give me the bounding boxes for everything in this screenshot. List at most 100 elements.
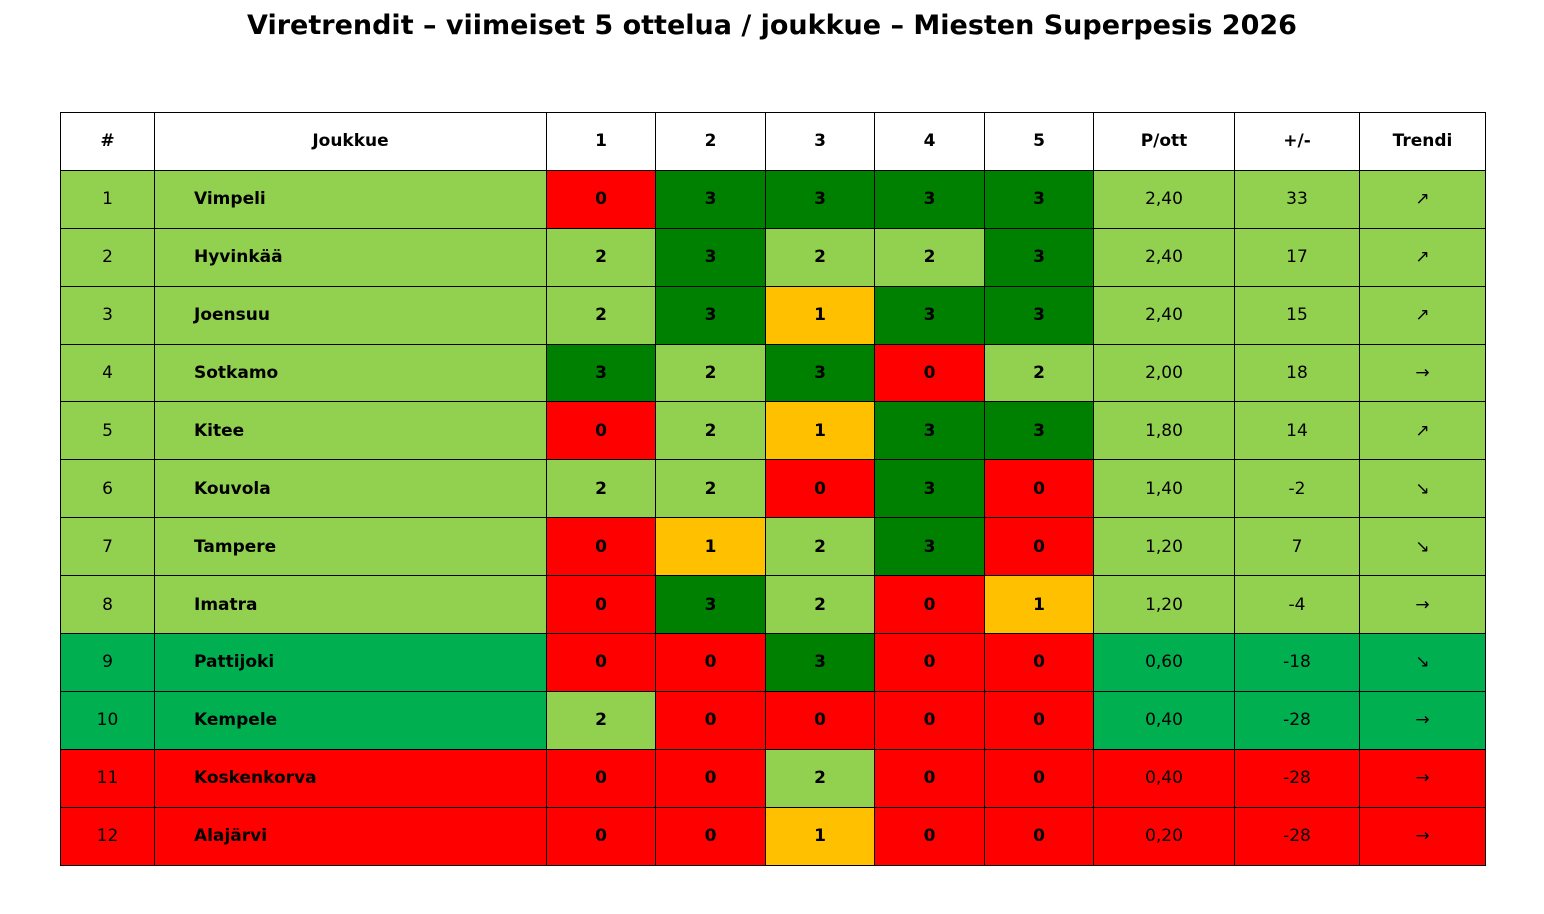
result-cell: 3 (874, 459, 985, 519)
result-cell: 2 (546, 227, 656, 287)
result-cell: 3 (984, 227, 1094, 287)
table-row: 7 Tampere 0 1 2 3 0 1,20 7 ↘ (60, 517, 1486, 577)
column-header: 5 (984, 112, 1094, 171)
result-cell: 0 (546, 517, 656, 577)
result-cell: 0 (874, 343, 985, 403)
team-name: Kempele (154, 690, 547, 750)
table-cell: → (1359, 343, 1486, 403)
table-cell: ↘ (1359, 517, 1486, 577)
column-header: Trendi (1359, 112, 1486, 171)
result-cell: 0 (655, 748, 766, 808)
result-cell: 0 (984, 690, 1094, 750)
column-header: 4 (874, 112, 985, 171)
table-cell: ↗ (1359, 401, 1486, 461)
result-cell: 2 (655, 343, 766, 403)
table-row: 5 Kitee 0 2 1 3 3 1,80 14 ↗ (60, 401, 1486, 461)
result-cell: 0 (546, 806, 656, 866)
table-cell: 2,00 (1093, 343, 1235, 403)
team-name: Tampere (154, 517, 547, 577)
result-cell: 1 (765, 285, 875, 345)
team-name: Alajärvi (154, 806, 547, 866)
table-cell: ↗ (1359, 169, 1486, 229)
table-cell: 3 (60, 285, 155, 345)
result-cell: 0 (874, 748, 985, 808)
result-cell: 0 (984, 633, 1094, 692)
table-row: 1 Vimpeli 0 3 3 3 3 2,40 33 ↗ (60, 169, 1486, 229)
table-cell: 5 (60, 401, 155, 461)
result-cell: 2 (546, 690, 656, 750)
result-cell: 1 (765, 806, 875, 866)
table-cell: 0,60 (1093, 633, 1235, 692)
result-cell: 0 (546, 401, 656, 461)
result-cell: 3 (874, 401, 985, 461)
result-cell: 0 (546, 575, 656, 635)
table-row: 4 Sotkamo 3 2 3 0 2 2,00 18 → (60, 343, 1486, 403)
table-row: 6 Kouvola 2 2 0 3 0 1,40 -2 ↘ (60, 459, 1486, 519)
result-cell: 3 (765, 169, 875, 229)
result-cell: 3 (655, 575, 766, 635)
table-cell: 14 (1234, 401, 1360, 461)
result-cell: 2 (765, 227, 875, 287)
table-row: 11 Koskenkorva 0 0 2 0 0 0,40 -28 → (60, 748, 1486, 808)
result-cell: 0 (655, 690, 766, 750)
table-cell: → (1359, 748, 1486, 808)
table-cell: 17 (1234, 227, 1360, 287)
result-cell: 3 (546, 343, 656, 403)
result-cell: 0 (874, 806, 985, 866)
table-cell: -28 (1234, 806, 1360, 866)
table-cell: 1 (60, 169, 155, 229)
result-cell: 3 (874, 285, 985, 345)
table-cell: 4 (60, 343, 155, 403)
column-header: Joukkue (154, 112, 547, 171)
team-name: Kouvola (154, 459, 547, 519)
result-cell: 0 (984, 517, 1094, 577)
result-cell: 0 (655, 633, 766, 692)
table-cell: 1,40 (1093, 459, 1235, 519)
result-cell: 2 (655, 401, 766, 461)
column-header: 3 (765, 112, 875, 171)
team-name: Koskenkorva (154, 748, 547, 808)
result-cell: 3 (984, 401, 1094, 461)
result-cell: 2 (546, 285, 656, 345)
result-cell: 3 (984, 169, 1094, 229)
title: Viretrendit – viimeiset 5 ottelua / jouk… (247, 10, 1297, 41)
team-name: Joensuu (154, 285, 547, 345)
table-row: 2 Hyvinkää 2 3 2 2 3 2,40 17 ↗ (60, 227, 1486, 287)
table-cell: 1,80 (1093, 401, 1235, 461)
result-cell: 2 (984, 343, 1094, 403)
result-cell: 0 (984, 748, 1094, 808)
column-header: 1 (546, 112, 656, 171)
table-row: 9 Pattijoki 0 0 3 0 0 0,60 -18 ↘ (60, 633, 1486, 692)
table-cell: → (1359, 690, 1486, 750)
table-cell: 7 (60, 517, 155, 577)
table-cell: 1,20 (1093, 517, 1235, 577)
result-cell: 0 (874, 575, 985, 635)
result-cell: 0 (874, 690, 985, 750)
table-cell: 9 (60, 633, 155, 692)
result-cell: 3 (984, 285, 1094, 345)
result-cell: 3 (655, 169, 766, 229)
result-cell: 0 (546, 748, 656, 808)
result-cell: 1 (984, 575, 1094, 635)
table-cell: 2,40 (1093, 169, 1235, 229)
header-row: # Joukkue 1 2 3 4 5 P/ott +/- Trendi (60, 112, 1486, 171)
table-row: 10 Kempele 2 0 0 0 0 0,40 -28 → (60, 690, 1486, 750)
table-cell: -4 (1234, 575, 1360, 635)
result-cell: 0 (765, 459, 875, 519)
table-row: 8 Imatra 0 3 2 0 1 1,20 -4 → (60, 575, 1486, 635)
table-cell: 2 (60, 227, 155, 287)
result-cell: 2 (546, 459, 656, 519)
result-cell: 0 (546, 169, 656, 229)
result-cell: 2 (874, 227, 985, 287)
result-cell: 2 (765, 517, 875, 577)
table-cell: -18 (1234, 633, 1360, 692)
table-row: 12 Alajärvi 0 0 1 0 0 0,20 -28 → (60, 806, 1486, 866)
result-cell: 0 (984, 806, 1094, 866)
table-cell: 2,40 (1093, 227, 1235, 287)
table-cell: 0,40 (1093, 748, 1235, 808)
column-header: P/ott (1093, 112, 1235, 171)
result-cell: 0 (765, 690, 875, 750)
table-cell: 33 (1234, 169, 1360, 229)
result-cell: 0 (655, 806, 766, 866)
